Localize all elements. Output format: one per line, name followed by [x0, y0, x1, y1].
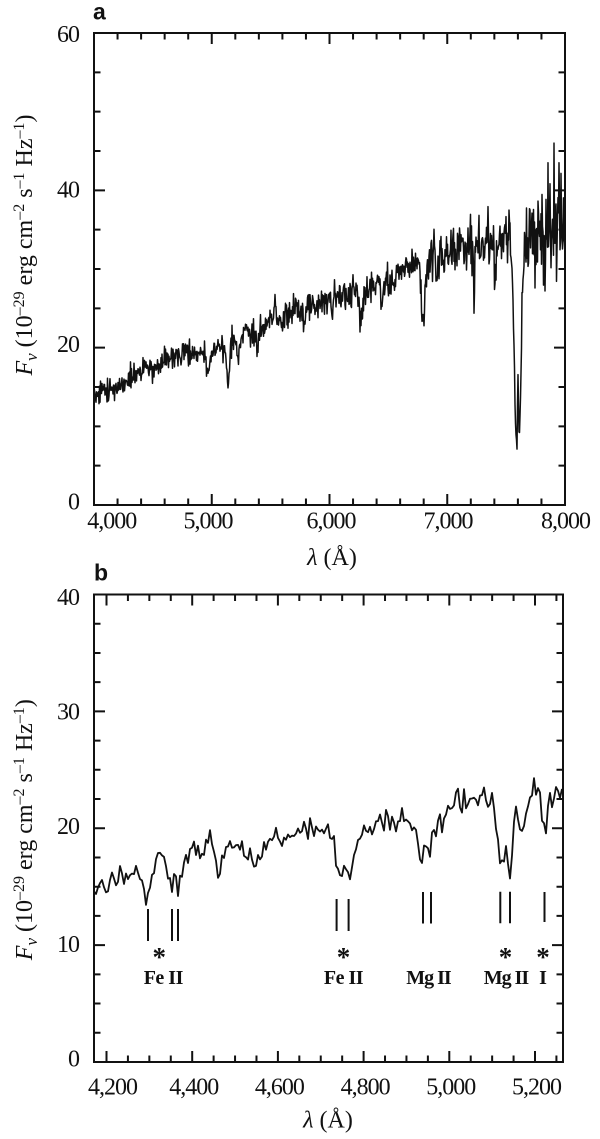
svg-text:4,000: 4,000: [87, 509, 137, 535]
svg-text:0: 0: [68, 1047, 80, 1073]
svg-text:λ (Å): λ (Å): [306, 545, 357, 571]
svg-text:a: a: [93, 0, 106, 25]
svg-text:0: 0: [68, 490, 80, 516]
svg-text:5,000: 5,000: [184, 509, 234, 535]
svg-text:4,800: 4,800: [341, 1075, 391, 1101]
svg-text:Fν (10–29 erg cm–2 s–1 Hz–1): Fν (10–29 erg cm–2 s–1 Hz–1): [11, 114, 41, 376]
svg-text:Fν (10–29 erg cm–2 s–1 Hz–1): Fν (10–29 erg cm–2 s–1 Hz–1): [11, 699, 41, 961]
svg-text:4,200: 4,200: [88, 1075, 138, 1101]
svg-text:I: I: [539, 967, 547, 989]
svg-text:30: 30: [57, 700, 80, 726]
svg-text:b: b: [94, 560, 108, 586]
svg-text:20: 20: [57, 814, 80, 840]
svg-text:40: 40: [57, 178, 80, 204]
svg-text:λ (Å): λ (Å): [302, 1108, 353, 1134]
svg-text:5,000: 5,000: [426, 1075, 476, 1101]
svg-text:6,000: 6,000: [307, 509, 357, 535]
svg-text:7,000: 7,000: [424, 509, 474, 535]
svg-text:Mg II: Mg II: [406, 967, 452, 989]
svg-text:10: 10: [57, 932, 80, 958]
svg-text:40: 40: [57, 585, 80, 611]
svg-text:Fe II: Fe II: [144, 967, 184, 989]
svg-text:*: *: [536, 942, 550, 972]
svg-text:5,200: 5,200: [512, 1075, 562, 1101]
svg-text:4,400: 4,400: [169, 1075, 219, 1101]
svg-text:*: *: [152, 942, 166, 972]
svg-text:Mg II: Mg II: [484, 967, 530, 989]
svg-text:8,000: 8,000: [541, 509, 591, 535]
svg-text:Fe II: Fe II: [324, 967, 364, 989]
svg-text:*: *: [337, 942, 351, 972]
svg-text:60: 60: [57, 22, 80, 48]
svg-text:4,600: 4,600: [255, 1075, 305, 1101]
svg-text:20: 20: [57, 332, 80, 358]
svg-text:*: *: [499, 942, 513, 972]
